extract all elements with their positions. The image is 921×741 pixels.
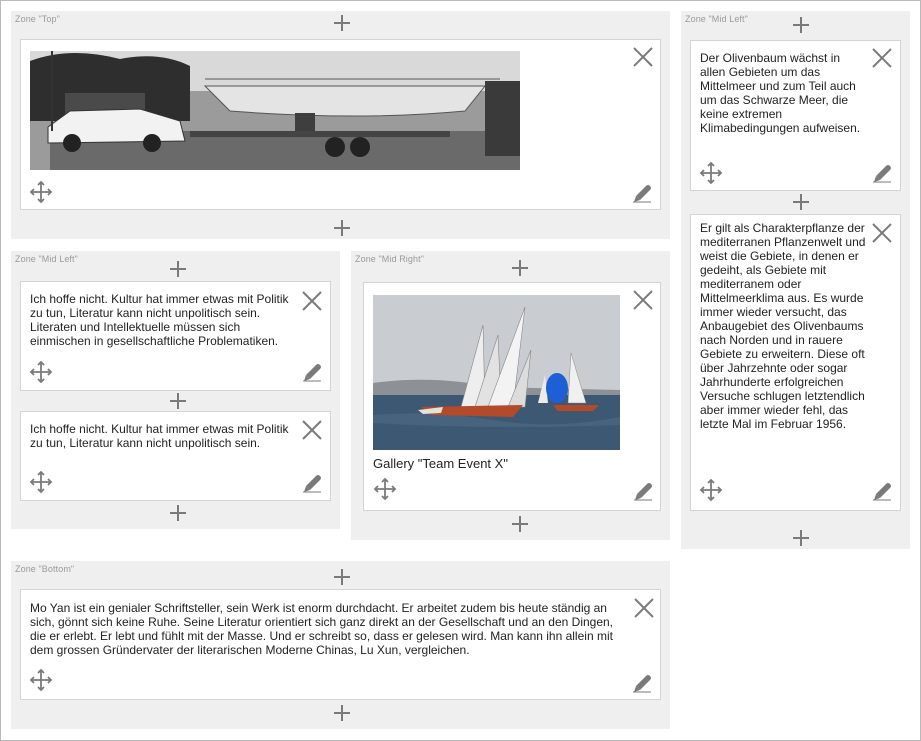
move-icon[interactable]: [373, 477, 397, 501]
move-icon[interactable]: [29, 668, 53, 692]
pencil-icon[interactable]: [301, 360, 323, 382]
card-text: Mo Yan ist ein genialer Schriftsteller, …: [30, 601, 614, 657]
zone-label: Zone "Bottom": [15, 564, 75, 574]
add-plus-icon[interactable]: [169, 504, 187, 522]
car-and-boat-image: [30, 51, 520, 170]
move-icon[interactable]: [699, 161, 723, 185]
add-plus-icon[interactable]: [169, 260, 187, 278]
image-card: [20, 39, 661, 210]
zone-label: Zone "Mid Left": [685, 14, 748, 24]
pencil-icon[interactable]: [871, 479, 893, 501]
add-plus-icon[interactable]: [169, 392, 187, 410]
zone-label: Zone "Mid Left": [15, 254, 78, 264]
card-text: Ich hoffe nicht. Kultur hat immer etwas …: [30, 422, 289, 450]
add-plus-icon[interactable]: [333, 219, 351, 237]
move-icon[interactable]: [29, 470, 53, 494]
add-plus-icon[interactable]: [792, 529, 810, 547]
zone-label: Zone "Top": [15, 14, 60, 24]
add-plus-icon[interactable]: [511, 259, 529, 277]
text-card-culture-2: Ich hoffe nicht. Kultur hat immer etwas …: [20, 411, 331, 501]
zone-label: Zone "Mid Right": [355, 254, 425, 264]
move-icon[interactable]: [29, 180, 53, 204]
pencil-icon[interactable]: [871, 161, 893, 183]
sailing-gallery-image[interactable]: [373, 295, 620, 450]
text-card-moyan: Mo Yan ist ein genialer Schriftsteller, …: [20, 589, 661, 700]
pencil-icon[interactable]: [301, 471, 323, 493]
card-text: Ich hoffe nicht. Kultur hat immer etwas …: [30, 292, 289, 348]
text-card-culture-1: Ich hoffe nicht. Kultur hat immer etwas …: [20, 281, 331, 391]
zone-bottom: Zone "Bottom" Mo Yan ist ein genialer Sc…: [11, 561, 670, 729]
card-text: Der Olivenbaum wächst in allen Gebieten …: [700, 51, 861, 135]
close-icon[interactable]: [871, 222, 893, 244]
gallery-caption: Gallery "Team Event X": [373, 456, 508, 471]
gallery-card: Gallery "Team Event X": [363, 282, 661, 511]
pencil-icon[interactable]: [631, 671, 653, 693]
close-icon[interactable]: [632, 46, 654, 68]
close-icon[interactable]: [871, 47, 893, 69]
text-card-olive-1: Der Olivenbaum wächst in allen Gebieten …: [690, 40, 901, 191]
close-icon[interactable]: [301, 419, 323, 441]
pencil-icon[interactable]: [632, 479, 654, 501]
card-text: Er gilt als Charakterpflanze der mediter…: [700, 221, 866, 431]
text-card-olive-2: Er gilt als Charakterpflanze der mediter…: [690, 214, 901, 511]
move-icon[interactable]: [699, 478, 723, 502]
pencil-icon[interactable]: [631, 181, 653, 203]
add-plus-icon[interactable]: [792, 193, 810, 211]
zone-mid-left: Zone "Mid Left" Ich hoffe nicht. Kultur …: [11, 251, 340, 529]
add-plus-icon[interactable]: [511, 515, 529, 533]
zone-top: Zone "Top": [11, 11, 670, 239]
close-icon[interactable]: [633, 597, 655, 619]
close-icon[interactable]: [301, 290, 323, 312]
zone-mid-right: Zone "Mid Right" Gallery "Team Event X": [351, 251, 670, 540]
close-icon[interactable]: [632, 289, 654, 311]
add-plus-icon[interactable]: [333, 14, 351, 32]
add-plus-icon[interactable]: [333, 568, 351, 586]
move-icon[interactable]: [29, 360, 53, 384]
add-plus-icon[interactable]: [792, 16, 810, 34]
zone-mid-left-column: Zone "Mid Left" Der Olivenbaum wächst in…: [681, 11, 910, 549]
add-plus-icon[interactable]: [333, 704, 351, 722]
